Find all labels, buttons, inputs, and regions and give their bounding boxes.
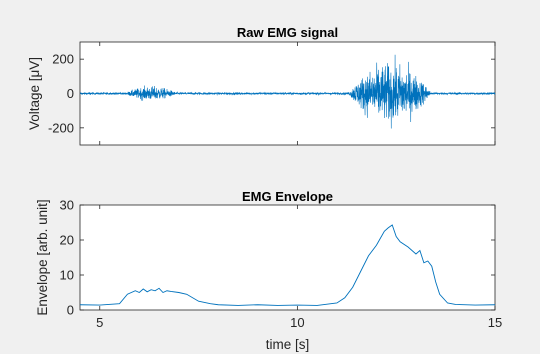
raw-emg-y-ticks: -200 0 200 bbox=[48, 42, 496, 145]
envelope-ylabel: Envelope [arb. unit] bbox=[35, 199, 50, 315]
envelope-line bbox=[79, 224, 496, 306]
envelope-title: EMG Envelope bbox=[242, 189, 333, 204]
y-tick-label: 200 bbox=[52, 52, 74, 67]
envelope-plot-area bbox=[79, 204, 496, 311]
raw-emg-title: Raw EMG signal bbox=[237, 25, 338, 40]
envelope-series bbox=[79, 224, 496, 306]
y-tick-label: 0 bbox=[67, 303, 74, 318]
y-tick-label: 20 bbox=[60, 233, 74, 248]
y-tick-label: 0 bbox=[67, 86, 74, 101]
raw-emg-series bbox=[79, 54, 496, 129]
x-tick-label: 15 bbox=[488, 315, 502, 330]
raw-emg-axes: -200 0 200 Raw EMG signal Voltage [μV] bbox=[27, 25, 496, 146]
y-tick-label: 30 bbox=[60, 198, 74, 213]
y-tick-label: -200 bbox=[48, 120, 74, 135]
raw-emg-line bbox=[79, 54, 496, 129]
envelope-xlabel: time [s] bbox=[266, 337, 310, 352]
x-tick-label: 10 bbox=[290, 315, 304, 330]
raw-emg-ylabel: Voltage [μV] bbox=[27, 57, 42, 130]
envelope-axes: 0 10 20 30 5 10 15 EMG Envelope Envelope [arb.… bbox=[35, 189, 502, 352]
x-tick-label: 5 bbox=[96, 315, 103, 330]
envelope-ticks: 0 10 20 30 5 10 15 bbox=[60, 198, 503, 331]
y-tick-label: 10 bbox=[60, 268, 74, 283]
